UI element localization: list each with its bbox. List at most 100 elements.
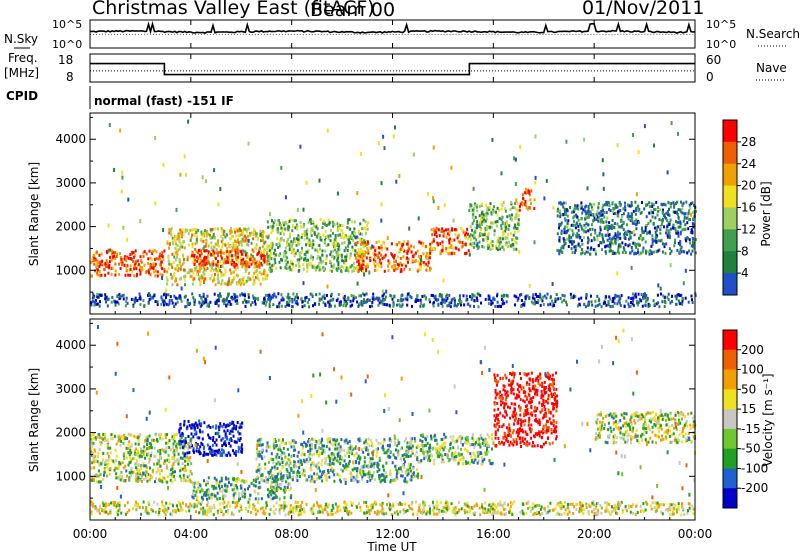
data-cell [174, 246, 177, 250]
data-cell [296, 227, 299, 231]
data-cell [175, 433, 178, 437]
data-cell [306, 228, 309, 232]
data-cell [469, 242, 472, 246]
data-cell [495, 246, 498, 250]
data-cell [179, 474, 181, 478]
data-cell [217, 254, 219, 258]
data-cell [688, 218, 690, 222]
data-cell [469, 233, 472, 237]
data-cell [330, 304, 333, 308]
cpid-label: CPID [6, 89, 38, 103]
data-cell [210, 269, 212, 273]
data-cell [176, 300, 179, 304]
data-cell [581, 211, 584, 215]
data-cell [312, 304, 314, 308]
data-cell [332, 224, 335, 228]
data-cell [305, 250, 308, 254]
data-cell [366, 480, 369, 483]
data-cell [95, 267, 98, 271]
data-cell [511, 238, 514, 242]
data-cell [669, 263, 672, 268]
data-cell [212, 450, 215, 454]
data-cell [171, 435, 174, 439]
data-cell [262, 250, 265, 254]
data-cell [339, 303, 342, 306]
data-cell [466, 227, 469, 231]
data-cell [282, 255, 285, 259]
data-cell [663, 202, 666, 206]
data-cell [503, 301, 506, 305]
data-cell [438, 294, 441, 298]
data-cell [679, 293, 682, 297]
data-cell [557, 297, 559, 301]
data-cell [225, 435, 228, 439]
data-cell [361, 238, 364, 242]
data-cell [450, 165, 453, 170]
data-cell [120, 470, 123, 474]
data-cell [633, 242, 636, 245]
data-cell [677, 215, 680, 219]
data-cell [226, 484, 229, 488]
data-cell [619, 304, 622, 307]
data-cell [263, 299, 266, 303]
data-cell [388, 303, 391, 307]
data-cell [598, 231, 601, 235]
data-cell [148, 298, 151, 302]
data-cell [191, 268, 194, 272]
data-cell [136, 264, 139, 268]
data-cell [153, 294, 156, 298]
data-cell [234, 299, 237, 303]
data-cell [161, 480, 164, 484]
data-cell [492, 210, 494, 214]
data-cell [100, 294, 103, 297]
data-cell [435, 298, 438, 302]
data-cell [104, 460, 107, 464]
data-cell [124, 304, 127, 308]
data-cell [220, 476, 223, 480]
data-cell [303, 237, 306, 241]
data-cell [631, 296, 634, 300]
data-cell [136, 299, 139, 302]
data-cell [188, 268, 191, 272]
data-cell [179, 172, 182, 177]
data-cell [136, 259, 139, 263]
data-cell [258, 263, 261, 267]
data-cell [165, 275, 168, 279]
data-cell [481, 220, 483, 224]
data-cell [206, 304, 209, 308]
data-cell [575, 235, 578, 239]
data-cell [133, 434, 136, 438]
data-cell [263, 248, 266, 252]
data-cell [169, 472, 172, 476]
data-cell [338, 474, 341, 478]
data-cell [403, 263, 406, 267]
data-cell [181, 445, 184, 449]
data-cell [278, 455, 281, 459]
data-cell [265, 251, 268, 255]
data-cell [491, 301, 494, 305]
data-cell [666, 225, 669, 229]
data-cell [108, 263, 111, 267]
data-cell [356, 268, 359, 272]
data-cell [583, 223, 586, 227]
data-cell [357, 270, 360, 274]
data-cell [337, 266, 340, 270]
data-cell [380, 218, 383, 223]
data-cell [224, 431, 227, 435]
data-cell [674, 238, 676, 242]
data-cell [105, 463, 108, 467]
data-cell [416, 295, 419, 299]
data-cell [601, 233, 604, 237]
data-cell [166, 240, 169, 244]
data-cell [186, 271, 189, 275]
data-cell [209, 436, 212, 440]
data-cell [227, 257, 230, 261]
data-cell [127, 432, 130, 436]
data-cell [554, 297, 557, 301]
data-cell [252, 260, 255, 264]
data-cell [244, 281, 247, 284]
data-cell [142, 299, 145, 303]
data-cell [500, 294, 503, 298]
data-cell [325, 223, 328, 227]
data-cell [568, 238, 571, 242]
